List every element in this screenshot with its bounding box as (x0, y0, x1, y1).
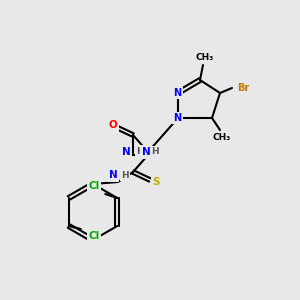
Text: N: N (142, 147, 150, 157)
Text: Cl: Cl (88, 181, 100, 191)
Text: N: N (109, 170, 117, 180)
Text: CH₃: CH₃ (196, 52, 214, 62)
Text: Br: Br (237, 83, 249, 93)
Text: H: H (136, 148, 144, 157)
Text: CH₃: CH₃ (213, 134, 231, 142)
Text: N: N (122, 147, 130, 157)
Text: N: N (173, 113, 181, 123)
Text: N: N (173, 88, 181, 98)
Text: O: O (109, 120, 117, 130)
Text: H: H (151, 148, 159, 157)
Text: H: H (121, 170, 129, 179)
Text: Cl: Cl (88, 231, 99, 241)
Text: S: S (152, 177, 160, 187)
